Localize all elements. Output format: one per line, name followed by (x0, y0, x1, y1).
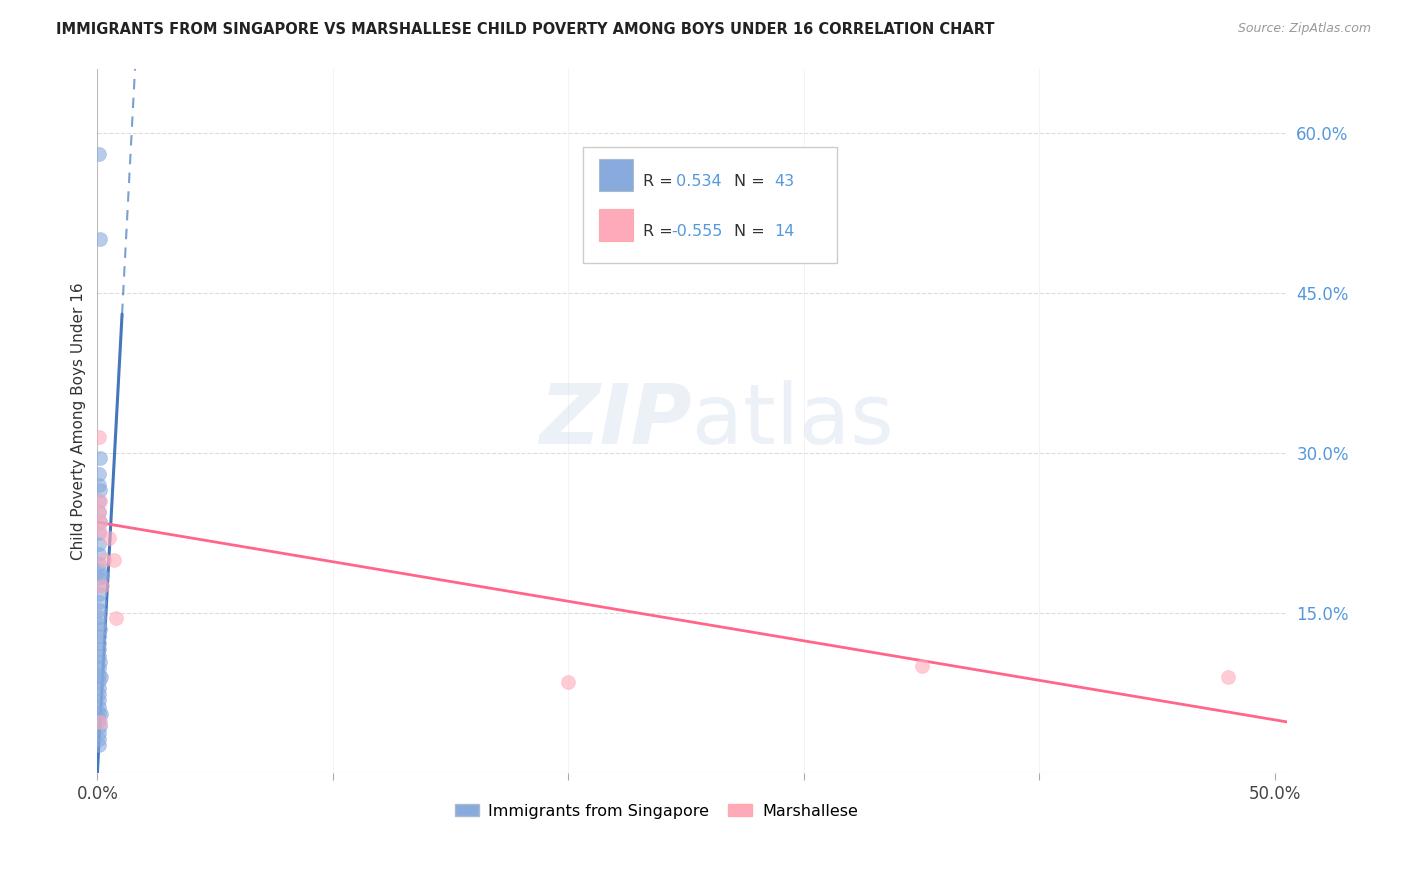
Point (89, 578, 111, 592)
Point (89, 467, 111, 482)
Point (89, 655, 111, 669)
Point (93, 552, 115, 566)
Point (87, 504, 110, 518)
Point (105, 611, 128, 625)
Point (90, 707, 112, 722)
Point (89, 515, 111, 529)
Point (89, 719, 111, 733)
Point (89, 451, 111, 466)
Text: IMMIGRANTS FROM SINGAPORE VS MARSHALLESE CHILD POVERTY AMONG BOYS UNDER 16 CORRE: IMMIGRANTS FROM SINGAPORE VS MARSHALLESE… (56, 22, 994, 37)
Text: -0.555: -0.555 (671, 224, 723, 239)
Text: N =: N = (734, 174, 769, 189)
Point (87, 595, 110, 609)
Point (89, 557, 111, 571)
Point (89, 616, 111, 631)
Point (89, 714, 111, 729)
Point (89, 636, 111, 650)
Point (557, 675, 579, 690)
Text: ZIP: ZIP (540, 380, 692, 461)
Point (90, 568, 112, 582)
Point (89, 668, 111, 682)
Point (87, 739, 110, 753)
Point (89, 571, 111, 585)
Point (87, 693, 110, 707)
Point (89, 515, 111, 529)
Text: R =: R = (643, 174, 678, 189)
Legend: Immigrants from Singapore, Marshallese: Immigrants from Singapore, Marshallese (449, 797, 865, 825)
Text: 43: 43 (775, 174, 794, 189)
Point (87, 687, 110, 701)
Point (89, 648, 111, 663)
Point (89, 430, 111, 444)
Point (87, 706, 110, 721)
Point (89, 731, 111, 746)
Point (87, 147, 110, 161)
Text: Source: ZipAtlas.com: Source: ZipAtlas.com (1237, 22, 1371, 36)
Y-axis label: Child Poverty Among Boys Under 16: Child Poverty Among Boys Under 16 (72, 282, 86, 559)
Point (87, 629, 110, 643)
Point (89, 504, 111, 518)
Point (87, 547, 110, 561)
Point (89, 525, 111, 540)
Text: N =: N = (734, 224, 769, 239)
Point (90, 670, 112, 684)
Text: 14: 14 (775, 224, 794, 239)
Point (89, 483, 111, 498)
Text: R =: R = (643, 224, 678, 239)
Point (87, 725, 110, 739)
Point (87, 661, 110, 675)
Point (87, 610, 110, 624)
Point (87, 642, 110, 657)
Point (89, 622, 111, 636)
Text: atlas: atlas (692, 380, 894, 461)
Point (87, 674, 110, 689)
Point (89, 494, 111, 508)
Point (89, 681, 111, 695)
Text: 0.534: 0.534 (671, 174, 721, 189)
Point (91, 579, 114, 593)
Point (87, 587, 110, 601)
Point (89, 713, 111, 727)
Point (89, 494, 111, 508)
Point (87, 536, 110, 550)
Point (87, 523, 110, 537)
Point (98, 531, 121, 545)
Point (1216, 670, 1239, 684)
Point (89, 699, 111, 714)
Point (910, 659, 932, 673)
Point (87, 563, 110, 577)
Point (89, 603, 111, 617)
Point (103, 552, 125, 566)
Point (89, 232, 111, 246)
Point (87, 478, 110, 492)
